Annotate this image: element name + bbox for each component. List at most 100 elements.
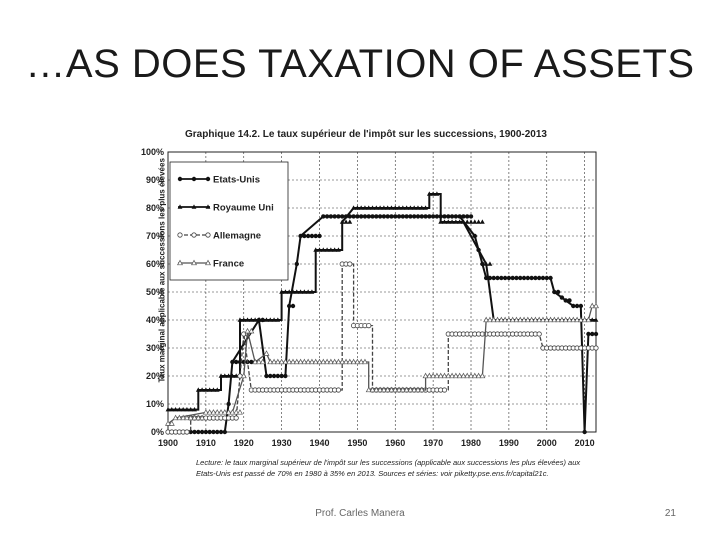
data-point bbox=[278, 358, 285, 365]
data-point bbox=[205, 232, 211, 238]
data-point bbox=[248, 317, 254, 322]
data-point bbox=[236, 409, 243, 415]
data-point bbox=[192, 429, 197, 435]
data-point bbox=[191, 414, 198, 421]
data-point bbox=[241, 317, 247, 322]
data-point bbox=[369, 386, 376, 393]
data-point bbox=[309, 289, 315, 294]
figure-title: Graphique 14.2. Le taux supérieur de l'i… bbox=[185, 129, 547, 140]
data-point bbox=[339, 358, 346, 365]
data-point bbox=[502, 275, 508, 281]
data-point bbox=[332, 214, 337, 219]
y-tick-label: 30% bbox=[146, 343, 164, 353]
data-point bbox=[408, 214, 413, 219]
data-point bbox=[279, 289, 285, 294]
y-tick-label: 40% bbox=[146, 315, 164, 325]
x-tick-label: 1940 bbox=[309, 438, 329, 448]
data-point bbox=[445, 372, 452, 379]
x-tick-label: 1990 bbox=[499, 438, 519, 448]
data-point bbox=[589, 317, 595, 322]
data-point bbox=[453, 214, 459, 219]
data-point bbox=[581, 316, 588, 323]
data-point bbox=[539, 316, 546, 323]
data-point bbox=[203, 429, 209, 435]
data-point bbox=[176, 407, 182, 412]
data-point bbox=[423, 214, 428, 219]
data-point bbox=[449, 219, 455, 224]
data-point bbox=[301, 289, 307, 294]
data-point bbox=[408, 205, 413, 210]
data-point bbox=[320, 247, 326, 252]
data-point bbox=[552, 289, 557, 295]
data-point bbox=[399, 386, 406, 393]
data-point bbox=[169, 407, 175, 412]
legend-label: France bbox=[213, 259, 244, 270]
data-point bbox=[555, 316, 562, 323]
data-point bbox=[305, 233, 311, 239]
data-point bbox=[396, 214, 402, 219]
data-point bbox=[222, 373, 228, 378]
data-point bbox=[256, 317, 262, 322]
data-point bbox=[494, 316, 501, 323]
data-point bbox=[544, 275, 549, 281]
data-point bbox=[180, 414, 187, 421]
data-point bbox=[392, 386, 399, 393]
data-point bbox=[562, 316, 569, 323]
data-point bbox=[205, 259, 211, 266]
data-point bbox=[486, 316, 493, 323]
data-point bbox=[571, 303, 576, 309]
data-point bbox=[210, 409, 217, 415]
x-tick-label: 2010 bbox=[575, 438, 595, 448]
data-point bbox=[370, 205, 375, 210]
data-point bbox=[294, 261, 299, 267]
x-tick-label: 1970 bbox=[423, 438, 443, 448]
data-point bbox=[400, 205, 406, 210]
data-point bbox=[172, 414, 179, 421]
data-point bbox=[456, 372, 463, 379]
chart-area: 0% 10% 20% 30% 40% 50% 60% 70% 80% 90% 100% 1900 191… bbox=[141, 147, 599, 448]
legend-label: Royaume Uni bbox=[213, 203, 274, 214]
data-point bbox=[354, 358, 361, 365]
footer-author: Prof. Carles Manera bbox=[315, 508, 405, 519]
data-point bbox=[362, 214, 368, 219]
data-point bbox=[249, 359, 254, 365]
data-point bbox=[271, 358, 278, 365]
data-point bbox=[268, 373, 273, 379]
data-point bbox=[517, 316, 524, 323]
data-point bbox=[191, 176, 197, 182]
data-point bbox=[324, 247, 330, 252]
y-tick-label: 70% bbox=[146, 231, 164, 241]
data-point bbox=[358, 358, 365, 365]
data-point bbox=[578, 303, 584, 309]
data-point bbox=[366, 323, 372, 329]
data-point bbox=[525, 275, 531, 281]
data-point bbox=[207, 429, 212, 435]
data-point bbox=[259, 358, 266, 365]
data-point bbox=[328, 247, 334, 252]
y-tick-label: 0% bbox=[151, 427, 164, 437]
data-point bbox=[396, 205, 402, 210]
data-point bbox=[377, 386, 384, 393]
data-point bbox=[543, 316, 550, 323]
data-point bbox=[290, 289, 296, 294]
data-point bbox=[286, 358, 293, 365]
data-point bbox=[385, 214, 390, 219]
data-point bbox=[411, 386, 418, 393]
data-point bbox=[411, 205, 417, 210]
data-point bbox=[593, 345, 599, 351]
data-point bbox=[358, 205, 364, 210]
data-point bbox=[593, 302, 599, 309]
data-point bbox=[283, 373, 288, 379]
data-point bbox=[233, 409, 240, 415]
y-tick-label: 90% bbox=[146, 175, 164, 185]
x-tick-label: 1960 bbox=[385, 438, 405, 448]
data-point bbox=[396, 386, 403, 393]
data-point bbox=[415, 214, 421, 219]
data-point bbox=[346, 358, 353, 365]
data-point bbox=[427, 214, 432, 219]
data-point bbox=[457, 219, 463, 224]
data-point bbox=[354, 205, 360, 210]
data-point bbox=[385, 205, 391, 210]
data-point bbox=[233, 373, 239, 378]
data-point bbox=[377, 214, 383, 219]
